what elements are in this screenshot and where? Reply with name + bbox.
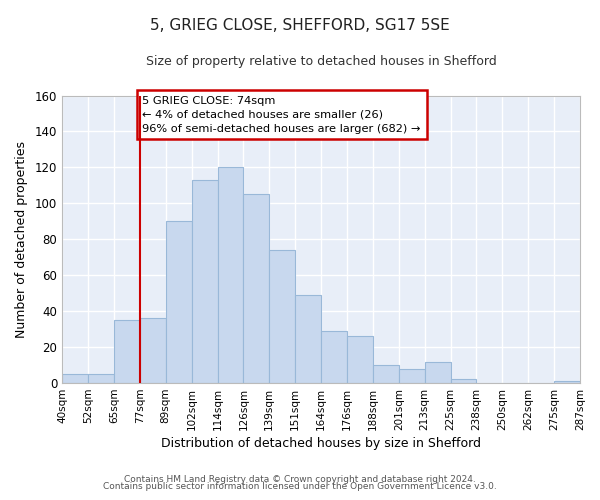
Bar (191, 180, 218, 383)
Bar (88, 374, 114, 383)
Bar (218, 168, 244, 383)
Bar (554, 382, 580, 383)
Bar (373, 365, 399, 383)
Bar (140, 318, 166, 383)
Text: Contains HM Land Registry data © Crown copyright and database right 2024.: Contains HM Land Registry data © Crown c… (124, 475, 476, 484)
Bar (114, 320, 140, 383)
Bar (347, 336, 373, 383)
Bar (295, 295, 321, 383)
Bar (269, 250, 295, 383)
Bar (62, 374, 88, 383)
Bar (399, 368, 425, 383)
Text: 5, GRIEG CLOSE, SHEFFORD, SG17 5SE: 5, GRIEG CLOSE, SHEFFORD, SG17 5SE (150, 18, 450, 32)
Title: Size of property relative to detached houses in Shefford: Size of property relative to detached ho… (146, 55, 496, 68)
Y-axis label: Number of detached properties: Number of detached properties (15, 141, 28, 338)
Bar (451, 380, 476, 383)
Bar (166, 222, 191, 383)
Bar (244, 194, 269, 383)
Text: 5 GRIEG CLOSE: 74sqm
← 4% of detached houses are smaller (26)
96% of semi-detach: 5 GRIEG CLOSE: 74sqm ← 4% of detached ho… (142, 96, 421, 134)
Bar (425, 362, 451, 383)
Bar (321, 331, 347, 383)
X-axis label: Distribution of detached houses by size in Shefford: Distribution of detached houses by size … (161, 437, 481, 450)
Text: Contains public sector information licensed under the Open Government Licence v3: Contains public sector information licen… (103, 482, 497, 491)
